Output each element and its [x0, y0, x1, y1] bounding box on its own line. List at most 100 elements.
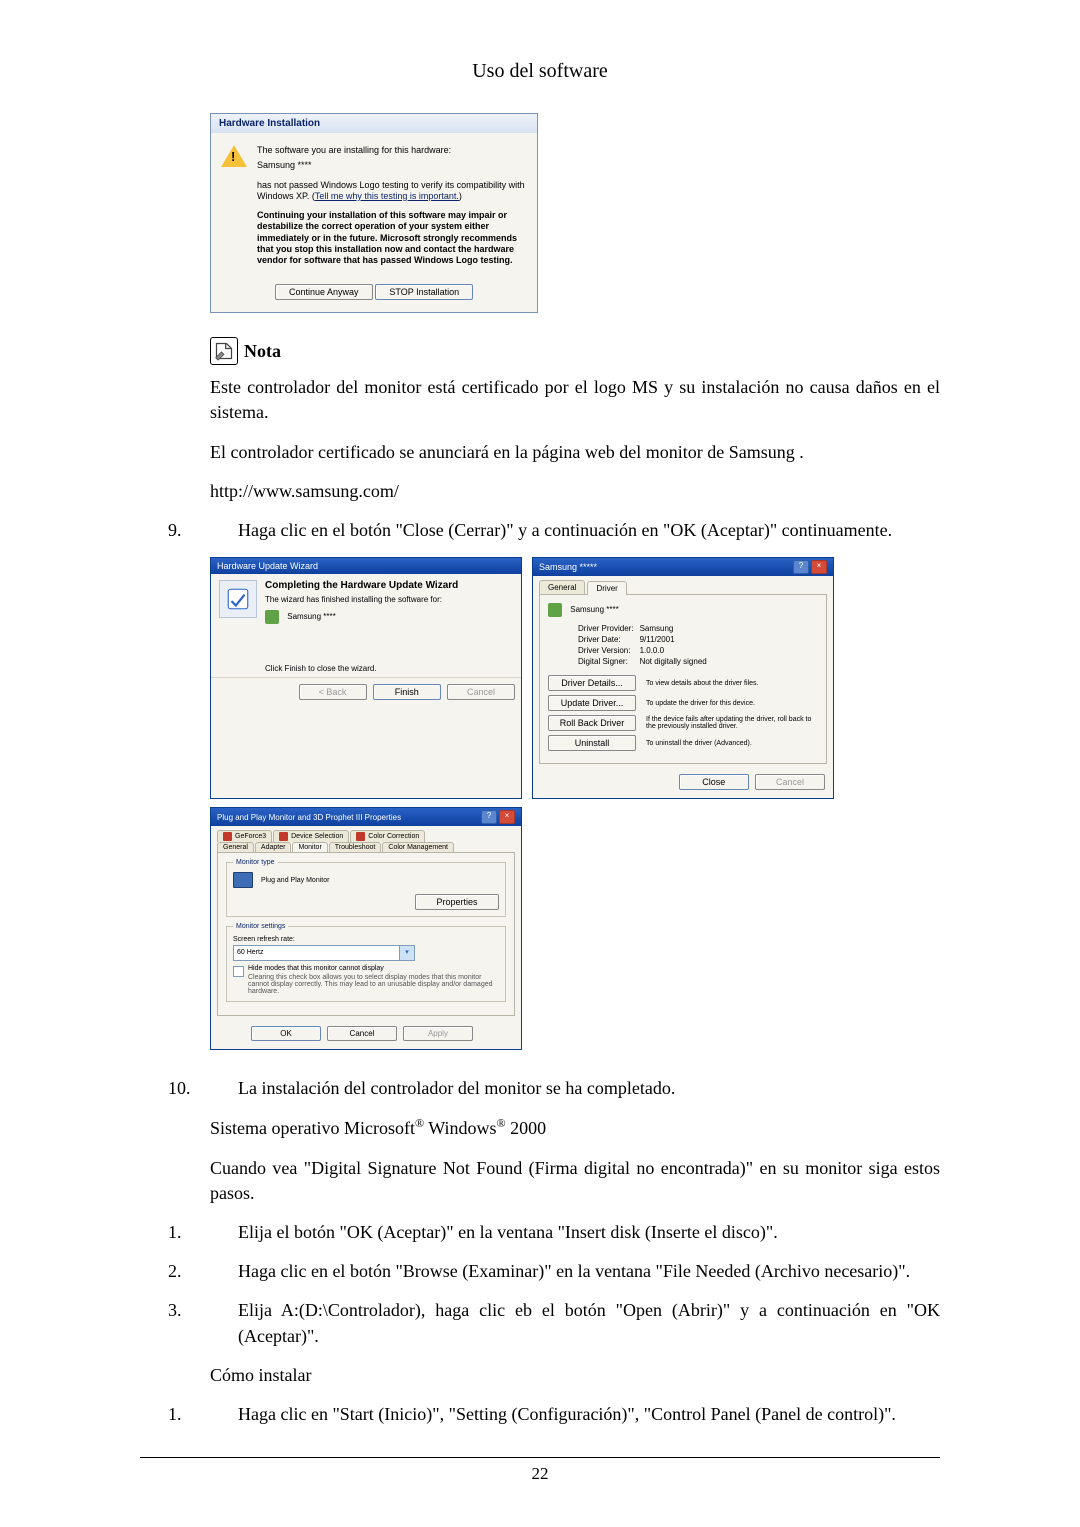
nota-url: http://www.samsung.com/	[210, 479, 940, 504]
os-step2-text: Haga clic en el botón "Browse (Examinar)…	[238, 1259, 940, 1284]
wizard-finish-button[interactable]: Finish	[373, 684, 441, 700]
driver-properties-dialog: Samsung ***** ? × General Driver Samsung…	[532, 557, 834, 799]
pnp-cancel-button[interactable]: Cancel	[327, 1026, 397, 1041]
refresh-rate-select[interactable]: 60 Hertz ▾	[233, 945, 415, 961]
hardware-installation-dialog: Hardware Installation The software you a…	[210, 113, 538, 313]
os-heading-c: 2000	[506, 1118, 547, 1138]
provider-value: Samsung	[640, 623, 713, 634]
warning-icon	[221, 145, 247, 171]
howto-step1-number: 1.	[140, 1402, 238, 1427]
monitor-settings-legend: Monitor settings	[233, 923, 288, 930]
tab-geforce3-label: GeForce3	[235, 833, 266, 840]
tab-icon	[356, 832, 365, 841]
tab-color-correction[interactable]: Color Correction	[350, 830, 425, 842]
update-driver-button[interactable]: Update Driver...	[548, 695, 636, 711]
refresh-rate-label: Screen refresh rate:	[233, 936, 499, 943]
reg-mark: ®	[497, 1116, 506, 1130]
refresh-rate-value: 60 Hertz	[234, 946, 399, 960]
continue-anyway-button[interactable]: Continue Anyway	[275, 284, 373, 300]
help-titlebar-icon[interactable]: ?	[793, 560, 809, 574]
hide-modes-checkbox[interactable]	[233, 966, 244, 977]
howto-heading: Cómo instalar	[210, 1363, 940, 1388]
tab-general[interactable]: General	[217, 842, 254, 852]
uninstall-desc: To uninstall the driver (Advanced).	[646, 740, 818, 747]
pnp-title: Plug and Play Monitor and 3D Prophet III…	[217, 813, 401, 822]
tab-general[interactable]: General	[539, 580, 585, 594]
tab-geforce3[interactable]: GeForce3	[217, 830, 272, 842]
dialog-title: Hardware Installation	[211, 114, 537, 133]
help-titlebar-icon[interactable]: ?	[481, 810, 497, 824]
tell-me-why-link[interactable]: Tell me why this testing is important.	[315, 191, 459, 201]
reg-mark: ®	[415, 1116, 424, 1130]
tab-color-management[interactable]: Color Management	[382, 842, 454, 852]
wizard-line2: Click Finish to close the wizard.	[265, 664, 513, 673]
tab-device-selection[interactable]: Device Selection	[273, 830, 349, 842]
os-step1-number: 1.	[140, 1220, 238, 1245]
step9-text: Haga clic en el botón "Close (Cerrar)" y…	[238, 518, 940, 543]
driver-info-table: Driver Provider:Samsung Driver Date:9/11…	[578, 623, 713, 667]
os-step2-number: 2.	[140, 1259, 238, 1284]
howto-step1-text: Haga clic en "Start (Inicio)", "Setting …	[238, 1402, 940, 1427]
device-chip-icon	[265, 610, 279, 624]
driver-device: Samsung ****	[570, 605, 618, 614]
hw-line2b: )	[459, 191, 462, 201]
version-value: 1.0.0.0	[640, 645, 713, 656]
driver-details-button[interactable]: Driver Details...	[548, 675, 636, 691]
signer-key: Digital Signer:	[578, 656, 640, 667]
tab-colorcorr-label: Color Correction	[368, 833, 419, 840]
monitor-settings-group: Monitor settings Screen refresh rate: 60…	[226, 923, 506, 1002]
driver-cancel-button: Cancel	[755, 774, 825, 790]
version-key: Driver Version:	[578, 645, 640, 656]
tab-icon	[279, 832, 288, 841]
monitor-properties-button[interactable]: Properties	[415, 894, 499, 910]
monitor-type-legend: Monitor type	[233, 859, 278, 866]
hide-modes-help: Clearing this check box allows you to se…	[248, 974, 499, 995]
pnp-apply-button: Apply	[403, 1026, 473, 1041]
page-header: Uso del software	[140, 60, 940, 83]
device-chip-icon	[548, 603, 562, 617]
hw-line1: The software you are installing for this…	[257, 145, 527, 156]
nota-label: Nota	[244, 341, 281, 362]
step9-number: 9.	[140, 518, 238, 543]
wizard-cancel-button: Cancel	[447, 684, 515, 700]
rollback-driver-button[interactable]: Roll Back Driver	[548, 715, 636, 731]
step10-text: La instalación del controlador del monit…	[238, 1076, 940, 1101]
signer-value: Not digitally signed	[640, 656, 713, 667]
provider-key: Driver Provider:	[578, 623, 640, 634]
os-heading-b: Windows	[424, 1118, 496, 1138]
hw-compat-text: has not passed Windows Logo testing to v…	[257, 180, 527, 203]
hw-device: Samsung ****	[257, 160, 527, 171]
tab-troubleshoot[interactable]: Troubleshoot	[329, 842, 382, 852]
wizard-heading: Completing the Hardware Update Wizard	[265, 580, 513, 591]
uninstall-button[interactable]: Uninstall	[548, 735, 636, 751]
tab-adapter[interactable]: Adapter	[255, 842, 292, 852]
driver-close-button[interactable]: Close	[679, 774, 749, 790]
wizard-title: Hardware Update Wizard	[211, 558, 521, 574]
nota-p2: El controlador certificado se anunciará …	[210, 440, 940, 465]
driver-title: Samsung *****	[539, 562, 597, 572]
hide-modes-label: Hide modes that this monitor cannot disp…	[248, 965, 499, 972]
wizard-device: Samsung ****	[287, 612, 335, 621]
os2000-para: Cuando vea "Digital Signature Not Found …	[210, 1156, 940, 1206]
stop-installation-button[interactable]: STOP Installation	[375, 284, 473, 300]
hw-bold-warning: Continuing your installation of this sof…	[257, 210, 527, 266]
step10-number: 10.	[140, 1076, 238, 1101]
note-icon	[210, 337, 238, 365]
os-step3-text: Elija A:(D:\Controlador), haga clic eb e…	[238, 1298, 940, 1348]
wizard-graphic-icon	[219, 580, 257, 618]
date-value: 9/11/2001	[640, 634, 713, 645]
os-step1-text: Elija el botón "OK (Aceptar)" en la vent…	[238, 1220, 940, 1245]
close-titlebar-icon[interactable]: ×	[499, 810, 515, 824]
close-titlebar-icon[interactable]: ×	[811, 560, 827, 574]
pnp-ok-button[interactable]: OK	[251, 1026, 321, 1041]
tab-icon	[223, 832, 232, 841]
os-step3-number: 3.	[140, 1298, 238, 1348]
tab-monitor[interactable]: Monitor	[292, 842, 327, 852]
os-heading-a: Sistema operativo Microsoft	[210, 1118, 415, 1138]
wizard-back-button: < Back	[299, 684, 367, 700]
os2000-heading: Sistema operativo Microsoft® Windows® 20…	[210, 1115, 940, 1141]
dropdown-arrow-icon[interactable]: ▾	[399, 946, 414, 960]
monitor-type-value: Plug and Play Monitor	[261, 877, 329, 884]
wizard-line1: The wizard has finished installing the s…	[265, 595, 513, 604]
tab-driver[interactable]: Driver	[587, 581, 626, 595]
